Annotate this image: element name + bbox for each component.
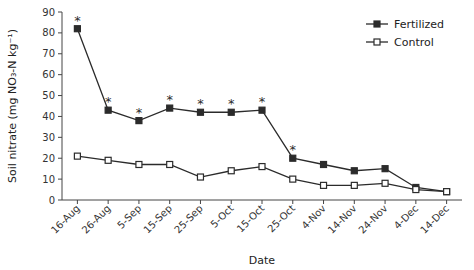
series-marker	[444, 189, 450, 195]
y-axis-line	[62, 12, 63, 200]
x-tick-label: 5-Oct	[208, 203, 235, 230]
x-tick	[231, 200, 232, 204]
series-marker	[382, 166, 388, 172]
legend-label: Fertilized	[394, 18, 444, 31]
y-tick-label: 90	[42, 7, 55, 18]
y-tick-label: 70	[42, 48, 55, 59]
annotation: *	[259, 94, 266, 109]
y-tick	[58, 116, 62, 117]
y-tick	[58, 179, 62, 180]
y-tick-label: 30	[42, 132, 55, 143]
x-tick	[446, 200, 447, 204]
y-tick	[58, 158, 62, 159]
x-tick	[108, 200, 109, 204]
series-marker	[228, 168, 234, 174]
x-tick	[138, 200, 139, 204]
x-tick-label: 14-Dec	[418, 203, 451, 236]
y-tick-label: 40	[42, 111, 55, 122]
series-marker	[290, 176, 296, 182]
series-marker	[351, 168, 357, 174]
series-marker	[321, 182, 327, 188]
y-tick-label: 80	[42, 27, 55, 38]
series-marker	[382, 180, 388, 186]
annotation: *	[105, 94, 112, 109]
x-tick-label: 25-Oct	[265, 203, 297, 235]
annotation: *	[197, 96, 204, 111]
y-tick-label: 60	[42, 69, 55, 80]
x-tick	[415, 200, 416, 204]
legend-marker	[374, 21, 380, 27]
y-tick-label: 20	[42, 153, 55, 164]
x-tick-label: 14-Nov	[326, 203, 359, 236]
x-tick-label: 5-Sep	[115, 203, 143, 231]
x-tick-label: 24-Nov	[356, 203, 389, 236]
annotation: *	[74, 13, 81, 28]
x-axis-label: Date	[249, 254, 276, 267]
series-marker	[351, 182, 357, 188]
legend-label: Control	[394, 36, 434, 49]
series-line	[77, 29, 446, 192]
x-tick	[169, 200, 170, 204]
series-marker	[444, 189, 450, 195]
series-marker	[136, 161, 142, 167]
y-tick	[58, 53, 62, 54]
series-line	[77, 156, 446, 192]
series-marker	[259, 164, 265, 170]
x-tick-label: 15-Oct	[235, 203, 267, 235]
legend-marker	[374, 39, 380, 45]
legend: Fertilized Control	[366, 18, 444, 49]
x-tick	[262, 200, 263, 204]
x-tick	[292, 200, 293, 204]
y-tick-label: 10	[42, 174, 55, 185]
series-marker	[197, 174, 203, 180]
series-marker	[413, 187, 419, 193]
x-tick	[77, 200, 78, 204]
y-tick	[58, 12, 62, 13]
y-tick	[58, 137, 62, 138]
series-marker	[321, 161, 327, 167]
x-tick	[323, 200, 324, 204]
x-tick-label: 15-Sep	[141, 203, 174, 236]
y-tick	[58, 200, 62, 201]
chart: 0 10 20 30 40 50 60 70 80 90 Soil nitrate (mg NO₃-…	[0, 0, 474, 270]
series-marker	[167, 161, 173, 167]
annotation: *	[228, 96, 235, 111]
x-tick	[200, 200, 201, 204]
x-tick	[385, 200, 386, 204]
series-marker	[105, 157, 111, 163]
y-tick-label: 50	[42, 90, 55, 101]
y-tick	[58, 95, 62, 96]
annotation: *	[166, 92, 173, 107]
series-marker	[74, 153, 80, 159]
y-tick	[58, 74, 62, 75]
x-tick-label: 16-Aug	[49, 203, 82, 236]
x-tick-label: 4-Dec	[392, 203, 421, 232]
x-tick	[354, 200, 355, 204]
annotation: *	[136, 105, 143, 120]
x-tick-label: 4-Nov	[299, 203, 328, 232]
y-tick-label: 0	[49, 195, 55, 206]
x-tick-label: 26-Aug	[80, 203, 113, 236]
y-axis-label: Soil nitrate (mg NO₃-N kg⁻¹)	[6, 29, 19, 183]
annotation: *	[290, 142, 297, 157]
x-tick-label: 25-Sep	[172, 203, 205, 236]
y-tick	[58, 32, 62, 33]
plot-area	[74, 26, 449, 195]
